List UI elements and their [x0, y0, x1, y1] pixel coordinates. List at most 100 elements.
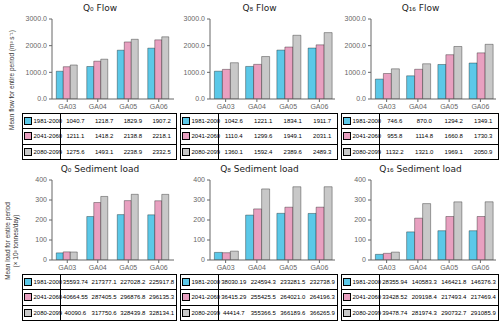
- html-text:264021.0: 264021.0: [280, 294, 306, 301]
- html-text:1493.1: 1493.1: [94, 148, 114, 155]
- html-text:255425.5: 255425.5: [250, 294, 276, 301]
- svg-text:GA03: GA03: [217, 264, 235, 271]
- svg-text:GA03: GA03: [378, 103, 396, 110]
- svg-text:1000.0: 1000.0: [184, 69, 206, 76]
- svg-text:0.0: 0.0: [356, 95, 366, 102]
- svg-text:0: 0: [201, 256, 205, 263]
- html-text:1969.1: 1969.1: [444, 148, 463, 155]
- html-text:317750.6: 317750.6: [91, 309, 117, 316]
- svg-text:GA03: GA03: [217, 103, 235, 110]
- html-text:1418.2: 1418.2: [94, 133, 114, 140]
- html-text:296876.8: 296876.8: [120, 294, 146, 301]
- svg-text:300: 300: [354, 196, 366, 203]
- svg-text:300: 300: [193, 196, 205, 203]
- html-text:1114.8: 1114.8: [415, 133, 433, 140]
- html-text:2041-2060 40664.55: 2041-2060 40664.55: [33, 294, 88, 301]
- html-text:2031.1: 2031.1: [313, 133, 332, 140]
- html-text:1321.0: 1321.0: [415, 148, 434, 155]
- html-text:955.8: 955.8: [387, 133, 403, 140]
- svg-text:3000.0: 3000.0: [184, 15, 206, 22]
- html-text:Q₈ Flow: Q₈ Flow: [242, 3, 277, 13]
- svg-text:100: 100: [35, 236, 47, 243]
- svg-text:400: 400: [354, 176, 366, 183]
- svg-text:GA04: GA04: [89, 103, 107, 110]
- html-text:Q₁₆ Flow: Q₁₆ Flow: [401, 3, 440, 13]
- svg-text:GA06: GA06: [310, 103, 328, 110]
- html-text:2041-2060: 2041-2060: [352, 133, 382, 140]
- svg-text:GA06: GA06: [150, 264, 168, 271]
- html-text:2050.9: 2050.9: [474, 148, 493, 155]
- svg-text:300: 300: [35, 196, 47, 203]
- svg-text:GA06: GA06: [471, 103, 489, 110]
- svg-text:400: 400: [193, 176, 205, 183]
- html-text:1110.4: 1110.4: [225, 133, 243, 140]
- svg-text:100: 100: [193, 236, 205, 243]
- html-text:Q₀ Sediment load: Q₀ Sediment load: [60, 164, 140, 174]
- html-text:2332.5: 2332.5: [152, 148, 171, 155]
- svg-text:Mean flow for entire period (m: Mean flow for entire period (m³ s⁻¹): [8, 30, 16, 130]
- svg-text:GA03: GA03: [378, 264, 396, 271]
- svg-text:200: 200: [193, 216, 205, 223]
- html-text:1660.8: 1660.8: [444, 133, 463, 140]
- svg-text:GA04: GA04: [248, 103, 266, 110]
- svg-text:0.0: 0.0: [195, 95, 205, 102]
- svg-text:GA06: GA06: [310, 264, 328, 271]
- html-text:2041-2060: 2041-2060: [33, 133, 63, 140]
- svg-text:GA05: GA05: [279, 264, 297, 271]
- html-text:287405.5: 287405.5: [91, 294, 117, 301]
- html-text:2238.9: 2238.9: [123, 148, 142, 155]
- html-text:2218.1: 2218.1: [152, 133, 171, 140]
- html-text:1360.1: 1360.1: [224, 148, 243, 155]
- html-text:2138.8: 2138.8: [123, 133, 142, 140]
- svg-text:GA06: GA06: [150, 103, 168, 110]
- svg-text:GA04: GA04: [248, 264, 266, 271]
- html-text:Q₀ Flow: Q₀ Flow: [82, 3, 117, 13]
- svg-text:GA03: GA03: [58, 103, 76, 110]
- html-text:2080-2099 40090.6: 2080-2099 40090.6: [33, 309, 87, 316]
- svg-text:200: 200: [354, 216, 366, 223]
- svg-text:1000.0: 1000.0: [345, 69, 367, 76]
- svg-text:2000.0: 2000.0: [345, 42, 367, 49]
- svg-text:GA05: GA05: [119, 264, 137, 271]
- html-text:2389.6: 2389.6: [283, 148, 302, 155]
- svg-text:100: 100: [354, 236, 366, 243]
- html-text:1211.1: 1211.1: [66, 133, 85, 140]
- html-text:1132.2: 1132.2: [385, 148, 404, 155]
- svg-text:GA05: GA05: [440, 264, 458, 271]
- html-text:296135.3: 296135.3: [149, 294, 175, 301]
- html-text:1299.6: 1299.6: [254, 133, 273, 140]
- html-text:328439.8: 328439.8: [120, 309, 146, 316]
- svg-text:0: 0: [362, 256, 366, 263]
- svg-text:0: 0: [43, 256, 47, 263]
- html-text:Q₁₆ Sediment load: Q₁₆ Sediment load: [379, 164, 462, 174]
- svg-text:200: 200: [35, 216, 47, 223]
- html-text:328134.1: 328134.1: [149, 309, 175, 316]
- html-text:1949.1: 1949.1: [283, 133, 302, 140]
- svg-text:Mean load for entire period(×: Mean load for entire period(× 10³ tonnes…: [8, 202, 20, 280]
- svg-text:GA05: GA05: [279, 103, 297, 110]
- svg-text:GA05: GA05: [440, 103, 458, 110]
- svg-text:GA04: GA04: [409, 103, 427, 110]
- html-text:2080-2099: 2080-2099: [191, 148, 221, 155]
- svg-text:GA04: GA04: [89, 264, 107, 271]
- html-text:2041-2060 36415.29: 2041-2060 36415.29: [191, 294, 247, 301]
- html-text:Q₈ Sediment load: Q₈ Sediment load: [220, 164, 299, 174]
- svg-text:GA04: GA04: [409, 264, 427, 271]
- svg-text:2000.0: 2000.0: [26, 42, 48, 49]
- html-text:1730.3: 1730.3: [474, 133, 493, 140]
- html-text:2489.3: 2489.3: [313, 148, 332, 155]
- html-text:2041-2060: 2041-2060: [191, 133, 221, 140]
- svg-text:GA06: GA06: [471, 264, 489, 271]
- svg-text:1000.0: 1000.0: [26, 69, 48, 76]
- html-text:2080-2099: 2080-2099: [33, 148, 63, 155]
- svg-text:GA03: GA03: [58, 264, 76, 271]
- svg-text:GA05: GA05: [119, 103, 137, 110]
- svg-text:0.0: 0.0: [37, 95, 47, 102]
- svg-text:400: 400: [35, 176, 47, 183]
- svg-text:3000.0: 3000.0: [345, 15, 367, 22]
- html-text:2080-2099: 2080-2099: [352, 148, 382, 155]
- html-text:1275.6: 1275.6: [66, 148, 85, 155]
- html-text:1592.4: 1592.4: [254, 148, 273, 155]
- svg-text:2000.0: 2000.0: [184, 42, 206, 49]
- svg-text:3000.0: 3000.0: [26, 15, 48, 22]
